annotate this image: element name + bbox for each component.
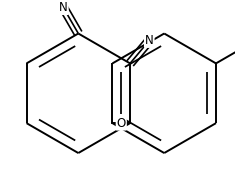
Text: N: N [145,34,154,47]
Text: O: O [117,117,126,130]
Text: N: N [59,1,68,14]
